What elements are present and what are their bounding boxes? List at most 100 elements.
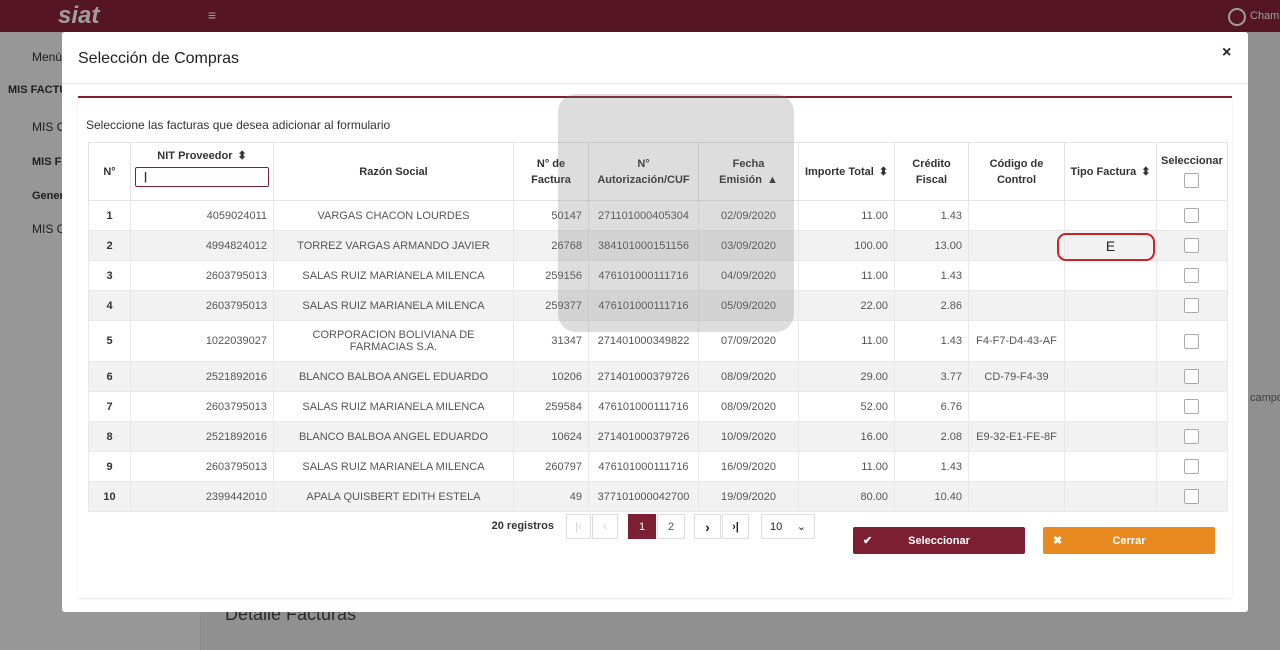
cell-text: 1.43	[940, 335, 962, 347]
cell-text: 19/09/2020	[720, 490, 777, 503]
cell: BLANCO BALBOA ANGEL EDUARDO	[273, 421, 514, 452]
cell	[1064, 481, 1157, 512]
invoice-row: 7 2603795013 SALAS RUIZ MARIANELA MILENCA 2…	[88, 391, 1228, 422]
sidebar-item: Gener	[32, 190, 64, 202]
cell: 6.76	[894, 391, 969, 422]
cell: 11.00	[798, 320, 895, 362]
last-page[interactable]: ›|	[722, 514, 749, 539]
close-icon[interactable]: ×	[1222, 44, 1232, 61]
cell: 52.00	[798, 391, 895, 422]
cell	[1064, 320, 1157, 362]
cell: 10624	[513, 421, 589, 452]
cell: 476101000111716	[588, 391, 699, 422]
row-checkbox[interactable]	[1184, 333, 1200, 349]
row-checkbox[interactable]	[1184, 208, 1200, 223]
cell	[1156, 290, 1228, 321]
cell-text: 7	[106, 400, 113, 413]
cell-text: 259584	[545, 400, 582, 413]
header-label: Fecha Emisión	[719, 157, 765, 186]
cell-text: 08/09/2020	[720, 370, 777, 383]
user-icon[interactable]	[1228, 8, 1246, 26]
cell-text: BLANCO BALBOA ANGEL EDUARDO	[298, 370, 489, 383]
column-header: Importe Total ⬍	[798, 142, 895, 201]
cell-text: 11.00	[861, 269, 888, 282]
cell-text: E9-32-E1-FE-8F	[976, 430, 1057, 443]
cell-text: 476101000111716	[598, 269, 689, 282]
cell: 31347	[513, 320, 589, 362]
cell-text: 260797	[545, 460, 582, 473]
invoice-row: 2 4994824012 TORREZ VARGAS ARMANDO JAVIER 2…	[88, 230, 1228, 261]
page-button[interactable]: 2	[657, 514, 685, 539]
next-page[interactable]: ›	[694, 514, 721, 539]
cell: 10/09/2020	[698, 421, 799, 452]
cell: 1022039027	[130, 320, 274, 362]
cell	[968, 200, 1065, 231]
row-checkbox[interactable]	[1184, 429, 1200, 444]
cell: 1.43	[894, 200, 969, 231]
cell	[1064, 200, 1157, 231]
row-checkbox[interactable]	[1184, 268, 1200, 283]
cell-text: 49	[569, 490, 582, 503]
page-size-select[interactable]: 10 ⌄	[761, 514, 815, 539]
cell: 3.77	[894, 361, 969, 392]
cell-text: CD-79-F4-39	[984, 370, 1049, 383]
user-name[interactable]: Chamb	[1250, 10, 1280, 22]
cell	[968, 230, 1065, 261]
sort-icon: ⬍	[237, 150, 247, 162]
cell: 03/09/2020	[698, 230, 799, 261]
cell-text: BLANCO BALBOA ANGEL EDUARDO	[298, 430, 489, 443]
row-checkbox[interactable]	[1184, 399, 1200, 414]
cell-text: 31347	[551, 335, 582, 347]
cell: 1.43	[894, 320, 969, 362]
cell: 476101000111716	[588, 260, 699, 291]
cell-text: CORPORACION BOLIVIANA DE FARMACIAS S.A.	[312, 329, 475, 353]
side-text: campo	[1250, 392, 1280, 404]
menu-icon[interactable]: ≡	[208, 7, 217, 23]
cell-text: 4994824012	[205, 239, 267, 252]
cell-text: 2521892016	[205, 370, 267, 383]
select-all-checkbox[interactable]	[1184, 173, 1200, 188]
close-button[interactable]: ✖ Cerrar	[1043, 527, 1215, 554]
row-checkbox[interactable]	[1184, 489, 1200, 504]
cell: 10.40	[894, 481, 969, 512]
cell: SALAS RUIZ MARIANELA MILENCA	[273, 451, 514, 482]
check-icon: ✔	[863, 535, 873, 547]
cell-text: 10	[103, 490, 116, 503]
cell: SALAS RUIZ MARIANELA MILENCA	[273, 260, 514, 291]
cell	[1156, 260, 1228, 291]
cell: 1.43	[894, 260, 969, 291]
invoice-row: 6 2521892016 BLANCO BALBOA ANGEL EDUARDO 10…	[88, 361, 1228, 392]
cell-text: 02/09/2020	[720, 209, 777, 222]
row-checkbox[interactable]	[1184, 298, 1200, 313]
first-page[interactable]: |‹	[566, 514, 591, 539]
cell: 16.00	[798, 421, 895, 452]
cell: 2603795013	[130, 391, 274, 422]
cell-text: 1.43	[940, 269, 962, 282]
cell-text: 10624	[551, 430, 582, 443]
select-button[interactable]: ✔ Seleccionar	[853, 527, 1025, 554]
nit-filter-input[interactable]: |	[135, 167, 269, 187]
header-label: NIT Proveedor	[157, 150, 233, 162]
cell: SALAS RUIZ MARIANELA MILENCA	[273, 290, 514, 321]
row-checkbox[interactable]	[1184, 459, 1200, 474]
cell: 100.00	[798, 230, 895, 261]
invoice-row: 9 2603795013 SALAS RUIZ MARIANELA MILENCA 2…	[88, 451, 1228, 482]
cell-text: 2.86	[940, 299, 962, 312]
row-checkbox[interactable]	[1184, 238, 1200, 253]
cell-text: SALAS RUIZ MARIANELA MILENCA	[302, 299, 485, 312]
cell	[1064, 290, 1157, 321]
cell	[1064, 391, 1157, 422]
column-header: Seleccionar	[1156, 142, 1228, 201]
row-checkbox[interactable]	[1184, 369, 1200, 384]
prev-page[interactable]: ‹	[592, 514, 618, 539]
logo: siat	[58, 2, 100, 29]
invoice-type: E	[1105, 237, 1116, 254]
close-label: Cerrar	[1112, 534, 1146, 547]
header-label: Razón Social	[359, 165, 428, 178]
table-body: 1 4059024011 VARGAS CHACON LOURDES 50147 271…	[88, 200, 1228, 512]
page-button[interactable]: 1	[628, 514, 656, 539]
cell-text: 10/09/2020	[720, 430, 777, 443]
cell-text: 4	[106, 299, 113, 312]
cell-text: 2521892016	[205, 430, 267, 443]
